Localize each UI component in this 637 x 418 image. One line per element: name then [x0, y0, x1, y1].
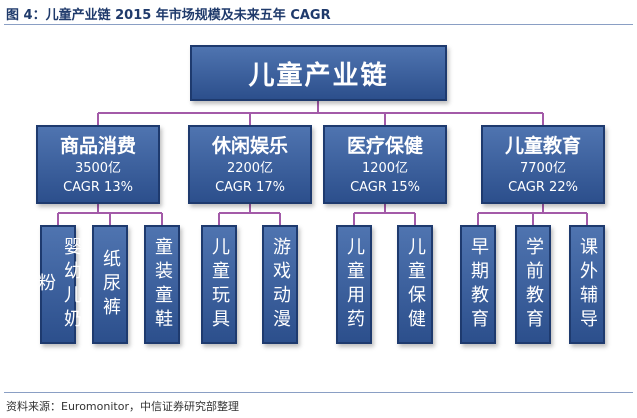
leaf-node: 早期教育 [460, 225, 496, 344]
root-node: 儿童产业链 [190, 45, 447, 101]
category-cagr: CAGR 22% [508, 180, 578, 195]
category-name: 休闲娱乐 [211, 135, 288, 157]
category-name: 医疗保健 [346, 135, 423, 157]
source-note: 资料来源：Euromonitor，中信证券研究部整理 [6, 400, 239, 413]
category-cagr: CAGR 17% [215, 180, 285, 195]
leaf-node: 儿童玩具 [201, 225, 237, 344]
leaf-node: 儿童保健 [397, 225, 433, 344]
leaf-node: 儿童用药 [336, 225, 372, 344]
category-node: 商品消费 3500亿 CAGR 13% [36, 125, 160, 204]
category-node: 儿童教育 7700亿 CAGR 22% [481, 125, 605, 204]
category-node: 休闲娱乐 2200亿 CAGR 17% [188, 125, 312, 204]
figure-caption: 图 4：儿童产业链 2015 年市场规模及未来五年 CAGR [6, 8, 331, 23]
category-cagr: CAGR 15% [350, 180, 420, 195]
category-node: 医疗保健 1200亿 CAGR 15% [323, 125, 447, 204]
leaf-node: 游戏动漫 [262, 225, 298, 344]
category-cagr: CAGR 13% [63, 180, 133, 195]
leaf-node: 婴幼儿奶粉 [35, 225, 82, 344]
bottom-rule [4, 392, 633, 393]
top-rule [4, 24, 633, 25]
category-market-size: 3500亿 [74, 161, 122, 176]
leaf-node: 学前教育 [515, 225, 551, 344]
leaf-node: 纸尿裤 [92, 225, 128, 344]
category-market-size: 2200亿 [226, 161, 274, 176]
category-market-size: 1200亿 [361, 161, 409, 176]
category-name: 儿童教育 [504, 135, 581, 157]
category-market-size: 7700亿 [519, 161, 567, 176]
category-name: 商品消费 [59, 135, 136, 157]
leaf-node: 童装童鞋 [144, 225, 180, 344]
leaf-node: 课外辅导 [569, 225, 605, 344]
